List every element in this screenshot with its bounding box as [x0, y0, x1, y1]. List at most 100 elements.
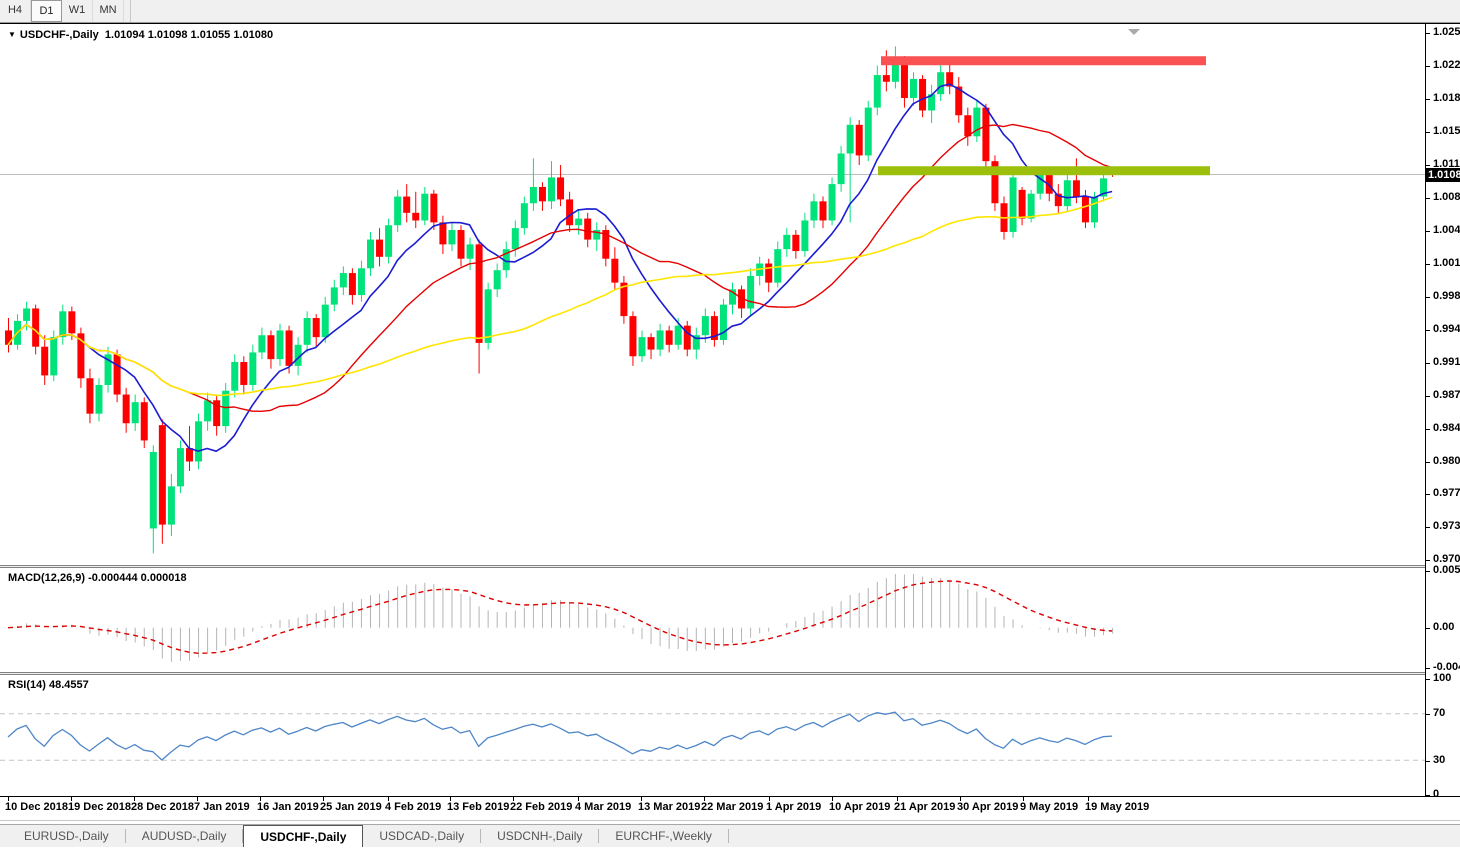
price-axis[interactable]: 1.02560 1.02220 1.01870 1.01530 1.01180 1.008…	[1426, 24, 1460, 800]
chart-dropdown-icon[interactable]: ▼	[8, 30, 16, 39]
date-tick	[1088, 797, 1089, 801]
toolbar-separator	[130, 0, 131, 22]
price-axis-label-tick	[1426, 527, 1430, 528]
timeframe-button-w1[interactable]: W1	[62, 0, 93, 22]
timeframe-button-d1[interactable]: D1	[31, 0, 62, 22]
date-axis-label: 13 Mar 2019	[638, 801, 701, 813]
main-chart-canvas[interactable]	[0, 24, 1425, 565]
macd-label: MACD(12,26,9) -0.000444 0.000018	[8, 572, 187, 584]
price-axis-label: 1.00150	[1433, 257, 1460, 269]
date-axis-label: 21 Apr 2019	[894, 801, 956, 813]
tab-separator	[727, 829, 729, 843]
timeframe-button-h4[interactable]: H4	[0, 0, 31, 22]
date-tick	[641, 797, 642, 801]
price-axis-label-tick	[1426, 231, 1430, 232]
price-axis-label-tick	[1426, 429, 1430, 430]
chart-title-symbol: USDCHF-,Daily	[19, 29, 99, 41]
main-macd-separator-gap	[0, 566, 1460, 567]
price-axis-label-tick	[1426, 297, 1430, 298]
price-axis-label-tick	[1426, 462, 1430, 463]
date-axis-label: 19 Dec 2018	[68, 801, 131, 813]
tab-separator	[480, 829, 482, 843]
date-tick	[769, 797, 770, 801]
price-axis-label-tick	[1426, 165, 1430, 166]
ma-fast-blue	[7, 83, 1113, 453]
date-axis-label: 13 Feb 2019	[447, 801, 510, 813]
date-axis[interactable]: 10 Dec 2018 19 Dec 2018 28 Dec 2018 7 Jan 2…	[0, 797, 1460, 820]
price-axis-label: 0.97390	[1433, 520, 1460, 532]
macd-frame-top	[0, 567, 1460, 568]
price-axis-label-tick	[1426, 560, 1430, 561]
price-axis-label-tick	[1426, 396, 1430, 397]
tab-usdcad-daily[interactable]: USDCAD-,Daily	[379, 829, 465, 843]
tab-eurchf-weekly[interactable]: EURCHF-,Weekly	[615, 829, 712, 843]
price-axis-label-tick	[1426, 330, 1430, 331]
price-axis-label-tick	[1426, 264, 1430, 265]
date-axis-label: 30 Apr 2019	[957, 801, 1019, 813]
date-tick	[388, 797, 389, 801]
rsi-axis-label: 0	[1433, 788, 1440, 800]
date-tick	[897, 797, 898, 801]
chart-frame-top	[0, 23, 1460, 24]
tab-eurusd-daily[interactable]: EURUSD-,Daily	[24, 829, 109, 843]
macd-rsi-separator-gap	[0, 673, 1460, 674]
price-axis-label-tick	[1426, 99, 1430, 100]
tab-usdcnh-daily[interactable]: USDCNH-,Daily	[497, 829, 583, 843]
macd-axis-label-tick	[1426, 628, 1430, 629]
macd-rsi-separator[interactable]	[0, 672, 1460, 673]
price-axis-label-tick	[1426, 33, 1430, 34]
price-axis-label: 0.97050	[1433, 553, 1460, 565]
date-tick	[8, 797, 9, 801]
rsi-line	[7, 711, 1113, 761]
date-axis-label: 1 Apr 2019	[766, 801, 822, 813]
date-tick	[197, 797, 198, 801]
tab-separator	[242, 829, 244, 843]
rsi-axis-label-tick	[1426, 714, 1430, 715]
window-bottom-edge	[0, 820, 1460, 821]
current-price-tag: 1.01080	[1426, 168, 1460, 182]
date-tick	[578, 797, 579, 801]
rsi-axis-label: 30	[1433, 754, 1446, 766]
tab-separator	[598, 829, 600, 843]
tab-separator	[124, 829, 126, 843]
ma-slow-yellow	[7, 196, 1113, 397]
macd-axis-label: -0.00424	[1433, 661, 1460, 673]
macd-axis-label-tick	[1426, 668, 1430, 669]
date-axis-label: 4 Feb 2019	[385, 801, 442, 813]
price-axis-label-tick	[1426, 494, 1430, 495]
tab-usdchf-daily[interactable]: USDCHF-,Daily	[243, 825, 364, 847]
macd-indicator-canvas[interactable]	[0, 568, 1425, 672]
price-axis-separator	[1425, 24, 1426, 796]
chart-title: ▼ USDCHF-,Daily 1.01094 1.01098 1.01055 1…	[8, 29, 273, 41]
date-tick	[71, 797, 72, 801]
price-axis-label: 0.98080	[1433, 455, 1460, 467]
date-tick	[960, 797, 961, 801]
rsi-axis-label: 70	[1433, 707, 1446, 719]
price-axis-label-tick	[1426, 198, 1430, 199]
date-axis-label: 10 Dec 2018	[5, 801, 68, 813]
chart-tab-bar: EURUSD-,Daily AUDUSD-,Daily USDCHF-,Daily U…	[0, 824, 1460, 847]
rsi-indicator-canvas[interactable]	[0, 675, 1425, 796]
support-level-line[interactable]	[878, 166, 1210, 176]
price-axis-label: 0.99110	[1433, 356, 1460, 368]
chart-frame-bottom	[0, 796, 1460, 797]
price-axis-label-tick	[1426, 132, 1430, 133]
resistance-level-line[interactable]	[881, 56, 1206, 66]
price-axis-label: 0.98770	[1433, 389, 1460, 401]
tab-audusd-daily[interactable]: AUDUSD-,Daily	[141, 829, 227, 843]
price-axis-label: 1.00490	[1433, 224, 1460, 236]
main-macd-separator[interactable]	[0, 565, 1460, 566]
timeframe-button-mn[interactable]: MN	[93, 0, 124, 22]
date-axis-label: 10 Apr 2019	[829, 801, 891, 813]
price-axis-label: 1.02220	[1433, 59, 1460, 71]
price-axis-label: 1.00840	[1433, 191, 1460, 203]
price-axis-label: 0.99800	[1433, 290, 1460, 302]
macd-axis-label: 0.00	[1433, 621, 1455, 633]
chart-shift-marker-icon[interactable]	[1128, 29, 1140, 35]
date-axis-label: 7 Jan 2019	[194, 801, 250, 813]
timeframe-toolbar: H4 D1 W1 MN	[0, 0, 1460, 22]
date-axis-label: 4 Mar 2019	[575, 801, 632, 813]
date-tick	[134, 797, 135, 801]
price-axis-label: 1.01180	[1433, 158, 1460, 170]
